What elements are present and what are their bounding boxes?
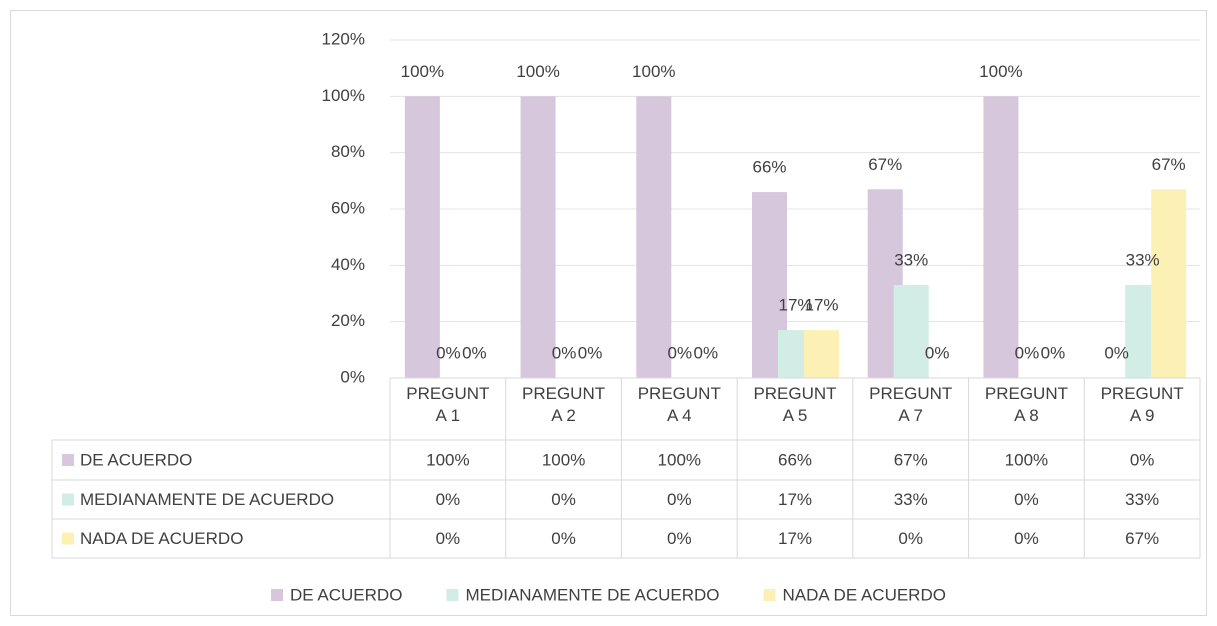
- data-label: 33%: [894, 251, 928, 270]
- bar: [404, 96, 440, 378]
- table-series-name: NADA DE ACUERDO: [80, 529, 243, 548]
- category-label: PREGUNTA 7: [869, 384, 953, 425]
- category-label: PREGUNTA 5: [753, 384, 837, 425]
- table-value: 0%: [667, 490, 692, 509]
- y-tick-label: 120%: [322, 29, 365, 48]
- table-value: 67%: [894, 450, 928, 469]
- y-tick-label: 100%: [322, 86, 365, 105]
- table-value: 0%: [898, 529, 923, 548]
- table-value: 17%: [778, 490, 812, 509]
- bar: [520, 96, 556, 378]
- y-tick-label: 80%: [331, 142, 365, 161]
- table-value: 100%: [1005, 450, 1048, 469]
- data-label: 0%: [667, 343, 692, 362]
- y-tick-label: 60%: [331, 198, 365, 217]
- data-label: 100%: [632, 62, 675, 81]
- category-label: PREGUNTA 8: [984, 384, 1068, 425]
- category-label: PREGUNTA 9: [1100, 384, 1184, 425]
- data-label: 0%: [462, 343, 487, 362]
- data-label: 100%: [979, 62, 1022, 81]
- data-label: 0%: [578, 343, 603, 362]
- bar: [983, 96, 1019, 378]
- table-legend-key: [62, 454, 74, 466]
- table-legend-key: [62, 493, 74, 506]
- data-label: 0%: [925, 343, 950, 362]
- table-value: 66%: [778, 450, 812, 469]
- legend-label: DE ACUERDO: [290, 585, 402, 604]
- table-value: 0%: [436, 529, 461, 548]
- table-value: 0%: [1014, 529, 1039, 548]
- legend-label: NADA DE ACUERDO: [783, 585, 946, 604]
- table-value: 100%: [426, 450, 469, 469]
- bar: [804, 330, 839, 378]
- category-label: PREGUNTA 4: [637, 384, 721, 425]
- data-label: 0%: [693, 343, 718, 362]
- legend-key: [446, 589, 459, 601]
- y-tick-label: 20%: [331, 311, 365, 330]
- data-label: 17%: [804, 296, 838, 315]
- table-value: 17%: [778, 529, 812, 548]
- data-label: 67%: [868, 155, 902, 174]
- data-label: 67%: [1152, 155, 1186, 174]
- table-value: 0%: [667, 529, 692, 548]
- data-label: 100%: [401, 62, 444, 81]
- data-label: 17%: [778, 296, 812, 315]
- table-legend-key: [62, 532, 74, 545]
- data-label: 66%: [752, 158, 786, 177]
- data-label: 0%: [1041, 343, 1066, 362]
- category-label: PREGUNTA 1: [406, 384, 490, 425]
- data-label: 33%: [1126, 251, 1160, 270]
- table-value: 0%: [551, 490, 576, 509]
- table-value: 33%: [894, 490, 928, 509]
- table-value: 100%: [658, 450, 701, 469]
- y-tick-label: 0%: [340, 367, 365, 386]
- chart-border: [10, 10, 1207, 616]
- legend-label: MEDIANAMENTE DE ACUERDO: [465, 585, 719, 604]
- legend-key: [271, 589, 284, 601]
- bar: [1151, 189, 1187, 378]
- y-tick-label: 40%: [331, 255, 365, 274]
- table-value: 0%: [1130, 450, 1155, 469]
- table-value: 0%: [1014, 490, 1039, 509]
- data-label: 0%: [436, 343, 461, 362]
- table-value: 33%: [1125, 490, 1159, 509]
- category-label: PREGUNTA 2: [522, 384, 606, 425]
- data-label: 0%: [1015, 343, 1040, 362]
- bar: [636, 96, 672, 378]
- data-label: 0%: [1104, 343, 1129, 362]
- data-label: 100%: [516, 62, 559, 81]
- legend-key: [763, 589, 776, 601]
- table-series-name: MEDIANAMENTE DE ACUERDO: [80, 490, 334, 509]
- data-label: 0%: [552, 343, 577, 362]
- table-value: 100%: [542, 450, 585, 469]
- table-value: 67%: [1125, 529, 1159, 548]
- table-value: 0%: [436, 490, 461, 509]
- table-series-name: DE ACUERDO: [80, 450, 192, 469]
- table-value: 0%: [551, 529, 576, 548]
- bar: [893, 285, 929, 378]
